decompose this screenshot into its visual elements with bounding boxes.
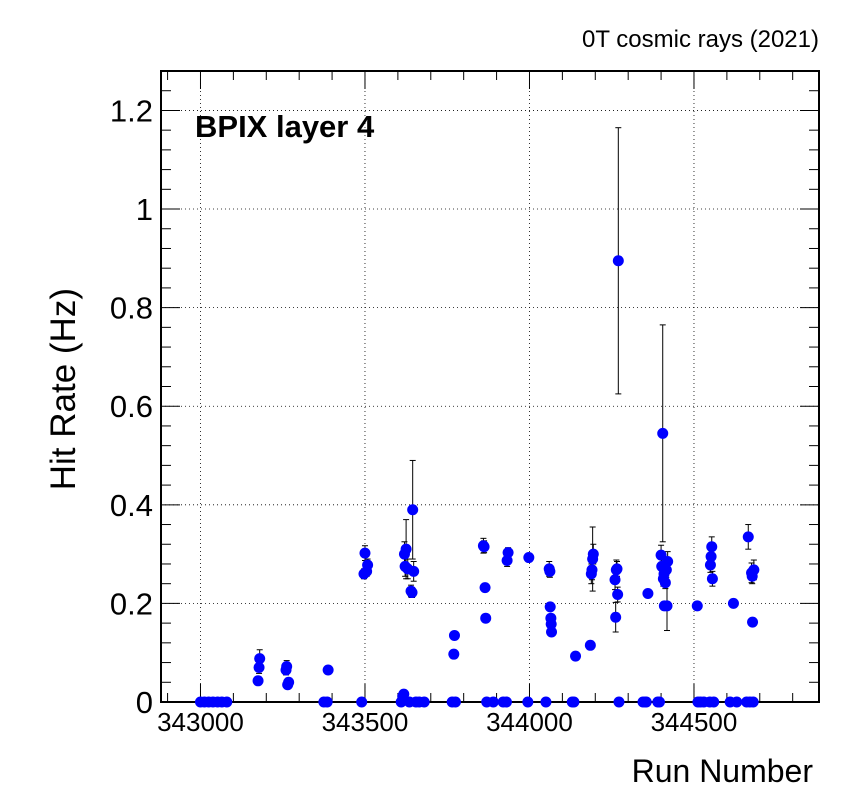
data-point (568, 696, 580, 708)
data-point (587, 548, 599, 560)
data-point (254, 653, 266, 665)
data-point (522, 696, 534, 708)
data-point (708, 696, 720, 708)
data-point (480, 612, 492, 624)
data-point (660, 564, 672, 576)
data-point (570, 650, 582, 662)
data-point (748, 564, 760, 576)
data-point (408, 565, 420, 577)
data-points (194, 255, 760, 708)
y-tick-label: 0.6 (110, 389, 153, 424)
data-point (747, 696, 759, 708)
data-point (612, 255, 624, 267)
data-point (252, 675, 264, 687)
chart-title: 0T cosmic rays (2021) (582, 26, 819, 53)
data-point (540, 696, 552, 708)
data-point (418, 696, 430, 708)
data-point (747, 616, 759, 628)
data-point (661, 600, 673, 612)
data-point (500, 696, 512, 708)
y-tick-label: 0.2 (110, 586, 153, 621)
plot-annotation: BPIX layer 4 (195, 109, 375, 144)
data-point (610, 611, 622, 623)
data-point (727, 597, 739, 609)
y-tick-label: 0.8 (110, 291, 153, 326)
data-point (322, 664, 334, 676)
data-point (478, 541, 490, 553)
data-point (523, 552, 535, 564)
x-tick-labels: 343000 343500 344000 344500 (157, 707, 737, 737)
data-point (659, 577, 671, 589)
data-point (487, 696, 499, 708)
data-point (544, 601, 556, 613)
y-axis-label: Hit Rate (Hz) (44, 288, 83, 490)
data-point (407, 504, 419, 516)
x-tick-label: 343500 (322, 707, 409, 737)
data-point (448, 648, 460, 660)
data-point (400, 543, 412, 555)
data-point (502, 547, 514, 559)
data-point (221, 696, 233, 708)
data-point (584, 639, 596, 651)
data-point (398, 688, 410, 700)
x-axis-label: Run Number (632, 753, 814, 789)
x-tick-label: 343000 (157, 707, 244, 737)
data-point (544, 565, 556, 577)
y-tick-label: 1.2 (110, 93, 153, 128)
data-point (586, 564, 598, 576)
data-point (640, 696, 652, 708)
data-point (321, 696, 333, 708)
data-point (642, 588, 654, 600)
data-point (653, 696, 665, 708)
data-point (479, 582, 491, 594)
y-tick-label: 0 (136, 685, 153, 720)
data-point (611, 563, 623, 575)
data-point (704, 559, 716, 571)
data-point (705, 551, 717, 563)
data-point (545, 618, 557, 630)
data-point (706, 573, 718, 585)
data-point (283, 676, 295, 688)
data-point (657, 427, 669, 439)
data-point (609, 574, 621, 586)
data-point (731, 696, 743, 708)
data-point (742, 531, 754, 543)
data-point (362, 559, 374, 571)
data-point (359, 547, 371, 559)
data-point (449, 696, 461, 708)
y-tick-label: 0.4 (110, 488, 153, 523)
y-tick-label: 1 (136, 192, 153, 227)
data-point (706, 541, 718, 553)
data-point (612, 589, 624, 601)
data-point (691, 600, 703, 612)
data-point (281, 661, 293, 673)
data-point (613, 696, 625, 708)
data-point (253, 661, 265, 673)
data-point (448, 629, 460, 641)
x-tick-label: 344000 (486, 707, 573, 737)
data-point (546, 626, 558, 638)
x-tick-label: 344500 (651, 707, 738, 737)
y-tick-labels: 0 0.2 0.4 0.6 0.8 1 1.2 (110, 93, 153, 720)
data-point (356, 696, 368, 708)
data-point (406, 587, 418, 599)
data-point (662, 556, 674, 568)
